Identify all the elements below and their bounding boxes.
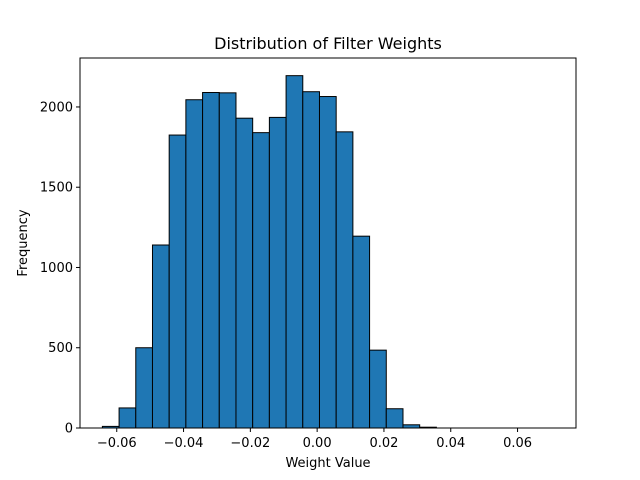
histogram-bar <box>151 244 170 429</box>
histogram-bar <box>318 96 337 429</box>
histogram-bar <box>302 91 320 429</box>
y-tick-label: 0 <box>65 422 73 437</box>
x-tick-label: 0.06 <box>503 436 532 451</box>
histogram-bar <box>369 349 387 429</box>
plot-frame <box>79 57 577 429</box>
histogram-bar <box>118 407 137 429</box>
x-tick-label: −0.06 <box>97 436 137 451</box>
y-tick-label: 500 <box>48 341 73 356</box>
x-axis: −0.06 −0.04 −0.02 0.00 0.02 0.04 0.06 <box>97 428 532 451</box>
x-axis-label: Weight Value <box>285 456 370 471</box>
y-tick-label: 2000 <box>40 100 73 115</box>
x-tick-label: 0.00 <box>303 436 332 451</box>
y-axis: 0 500 1000 1500 2000 <box>40 100 80 437</box>
x-tick-label: −0.02 <box>230 436 270 451</box>
histogram-bar <box>235 117 254 429</box>
histogram-bar <box>168 134 187 429</box>
y-tick-label: 1000 <box>40 261 73 276</box>
x-tick-label: 0.02 <box>369 436 398 451</box>
histogram-bar <box>202 92 220 429</box>
histogram-bar <box>185 99 204 429</box>
histogram-bar <box>352 235 371 429</box>
histogram-bar <box>218 92 237 429</box>
chart-title: Distribution of Filter Weights <box>214 34 442 53</box>
x-tick-label: 0.04 <box>436 436 465 451</box>
histogram-bar <box>252 132 270 429</box>
histogram-bar <box>268 116 287 429</box>
histogram-bar <box>385 408 404 429</box>
histogram-bar <box>285 75 304 429</box>
bars-group <box>101 75 437 429</box>
histogram-bar <box>335 131 354 429</box>
y-tick-label: 1500 <box>40 181 73 196</box>
y-axis-label: Frequency <box>16 209 31 276</box>
histogram-bar <box>135 347 153 429</box>
x-tick-label: −0.04 <box>164 436 204 451</box>
